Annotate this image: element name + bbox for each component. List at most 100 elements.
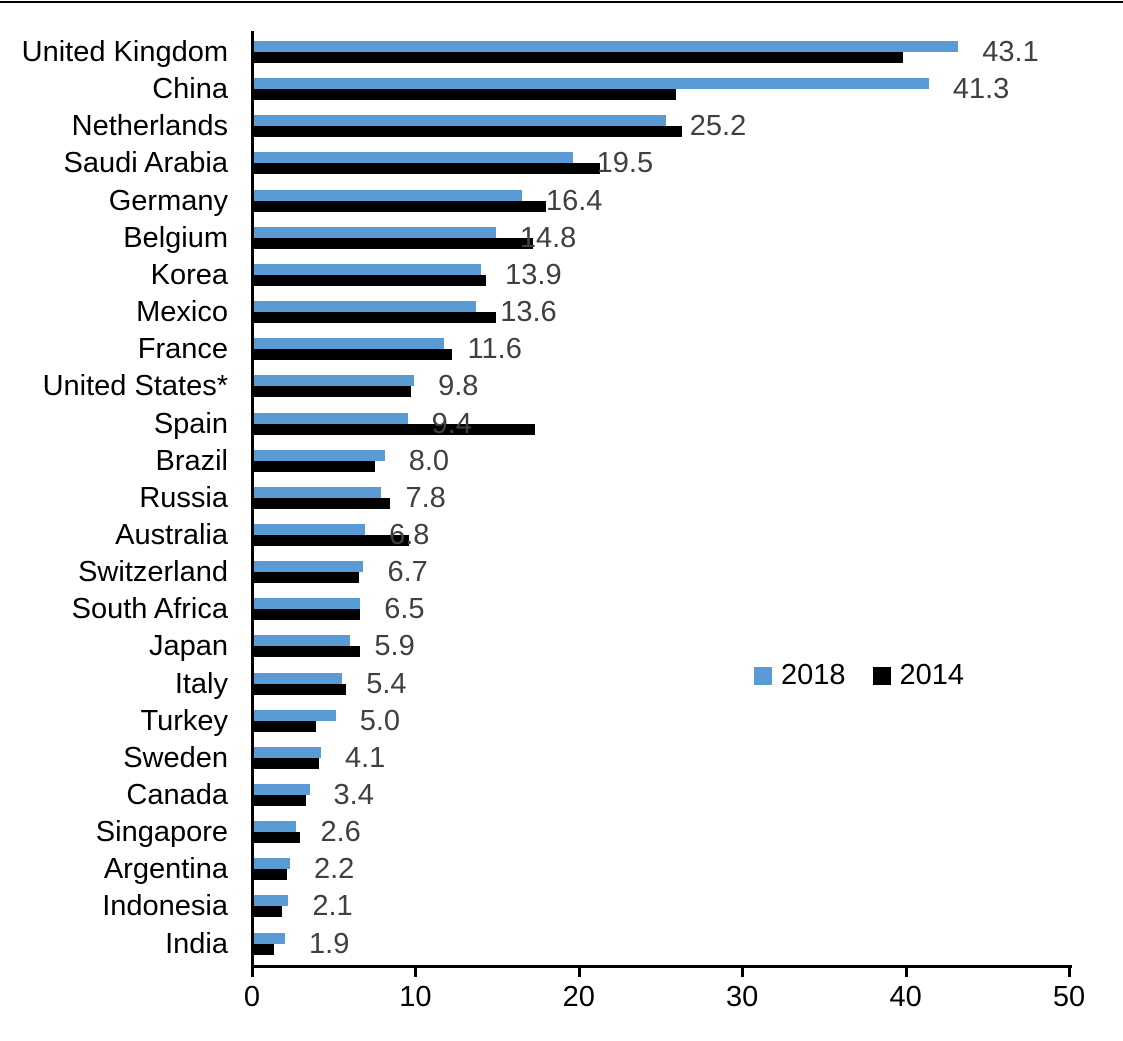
category-label: Japan — [148, 630, 228, 663]
legend-swatch-2014-icon — [872, 666, 891, 685]
x-tick-label: 10 — [399, 981, 432, 1013]
bar-2014 — [254, 795, 307, 806]
bar-2018 — [254, 784, 310, 795]
value-label: 13.6 — [500, 296, 557, 329]
legend-label-2014: 2014 — [899, 659, 965, 691]
category-labels: United Kingdom China Netherlands Saudi Arab… — [0, 0, 240, 1000]
bar-2018 — [254, 895, 289, 907]
bar-2014 — [254, 497, 390, 509]
bar-2014 — [254, 943, 274, 955]
value-label: 2.2 — [313, 853, 355, 886]
category-label: Turkey — [140, 704, 228, 737]
bar-2014 — [254, 534, 410, 546]
bar-2018 — [254, 858, 290, 870]
category-label: Netherlands — [71, 110, 228, 143]
bar-2014 — [254, 683, 346, 695]
bar-2014 — [254, 869, 287, 881]
bar-2018 — [254, 561, 364, 573]
category-label: Switzerland — [78, 556, 228, 589]
bar-2014 — [254, 52, 903, 63]
category-label: Germany — [108, 184, 228, 217]
value-label: 41.3 — [952, 73, 1010, 106]
category-label: Canada — [126, 779, 228, 811]
category-label: Spain — [153, 407, 228, 440]
bar-2018 — [254, 263, 482, 275]
category-label: Italy — [174, 667, 228, 700]
value-label: 1.9 — [309, 927, 350, 960]
bar-2018 — [254, 412, 408, 424]
value-label: 25.2 — [689, 110, 747, 143]
category-label: South Africa — [71, 593, 228, 626]
bar-2014 — [254, 163, 601, 175]
x-tick — [1068, 968, 1071, 977]
category-label: China — [152, 73, 228, 106]
x-tick-label: 40 — [889, 981, 922, 1013]
category-label: France — [137, 333, 228, 366]
bar-2018 — [254, 449, 385, 461]
bar-2014 — [254, 646, 361, 658]
x-tick — [251, 968, 254, 977]
value-label: 43.1 — [982, 36, 1039, 68]
bar-2014 — [254, 126, 683, 138]
value-label: 9.4 — [431, 407, 472, 440]
value-label: 11.6 — [467, 333, 522, 366]
x-tick-label: 50 — [1052, 981, 1086, 1013]
x-tick-label: 30 — [726, 981, 759, 1013]
category-label: Indonesia — [102, 890, 228, 923]
value-label: 7.8 — [405, 481, 446, 514]
legend-swatch-2018-icon — [754, 666, 772, 685]
x-tick — [904, 968, 908, 977]
bar-2014 — [254, 832, 300, 844]
x-axis: 0 10 20 30 40 50 — [244, 968, 1085, 1028]
bar-2018 — [254, 375, 415, 387]
legend-item-2018: 2018 — [754, 659, 846, 692]
category-label: Russia — [139, 481, 228, 514]
legend-label-2018: 2018 — [781, 659, 846, 691]
y-axis-line — [251, 31, 254, 968]
category-label: Argentina — [103, 853, 228, 886]
value-label: 13.9 — [505, 258, 562, 291]
category-label: United Kingdom — [21, 36, 228, 68]
bar-2018 — [254, 672, 343, 684]
bar-2018 — [254, 152, 573, 164]
value-label: 8.0 — [408, 444, 450, 477]
bar-2014 — [254, 572, 359, 584]
value-label: 5.0 — [359, 704, 401, 737]
bar-2018 — [254, 78, 929, 90]
x-tick — [577, 968, 581, 977]
category-label: Mexico — [136, 296, 228, 329]
bar-2014 — [254, 386, 411, 398]
bar-2018 — [254, 338, 444, 350]
bar-2014 — [254, 200, 547, 212]
bar-2014 — [254, 312, 496, 324]
category-label: Belgium — [123, 221, 228, 254]
plot-area: 43.1 41.3 25.2 19.5 16.4 14.8 13.9 13.6 11.6 9.8 9… — [254, 32, 1071, 965]
category-label: Sweden — [123, 741, 228, 774]
bar-2014 — [254, 423, 536, 435]
value-label: 2.1 — [312, 890, 353, 923]
bar-2018 — [254, 523, 366, 535]
bar-2014 — [254, 460, 375, 472]
legend-item-2014: 2014 — [872, 659, 965, 692]
bar-2014 — [254, 609, 361, 621]
top-border-line — [0, 1, 1123, 3]
x-axis-line — [251, 965, 1072, 968]
category-label: Korea — [150, 258, 228, 291]
x-tick-label: 0 — [243, 981, 261, 1013]
bar-2014 — [254, 237, 534, 249]
value-label: 4.1 — [344, 741, 386, 774]
value-label: 3.4 — [333, 779, 374, 811]
category-label: Australia — [115, 518, 228, 551]
bar-2018 — [254, 115, 666, 127]
bar-2014 — [254, 757, 320, 769]
bar-2018 — [254, 709, 336, 721]
category-label: Brazil — [155, 444, 228, 477]
value-label: 6.8 — [389, 518, 430, 551]
value-label: 14.8 — [519, 221, 577, 254]
bar-2014 — [254, 274, 487, 286]
bar-2018 — [254, 746, 321, 758]
bar-2018 — [254, 486, 382, 498]
category-label: Singapore — [95, 816, 228, 849]
value-label: 16.4 — [545, 184, 603, 217]
